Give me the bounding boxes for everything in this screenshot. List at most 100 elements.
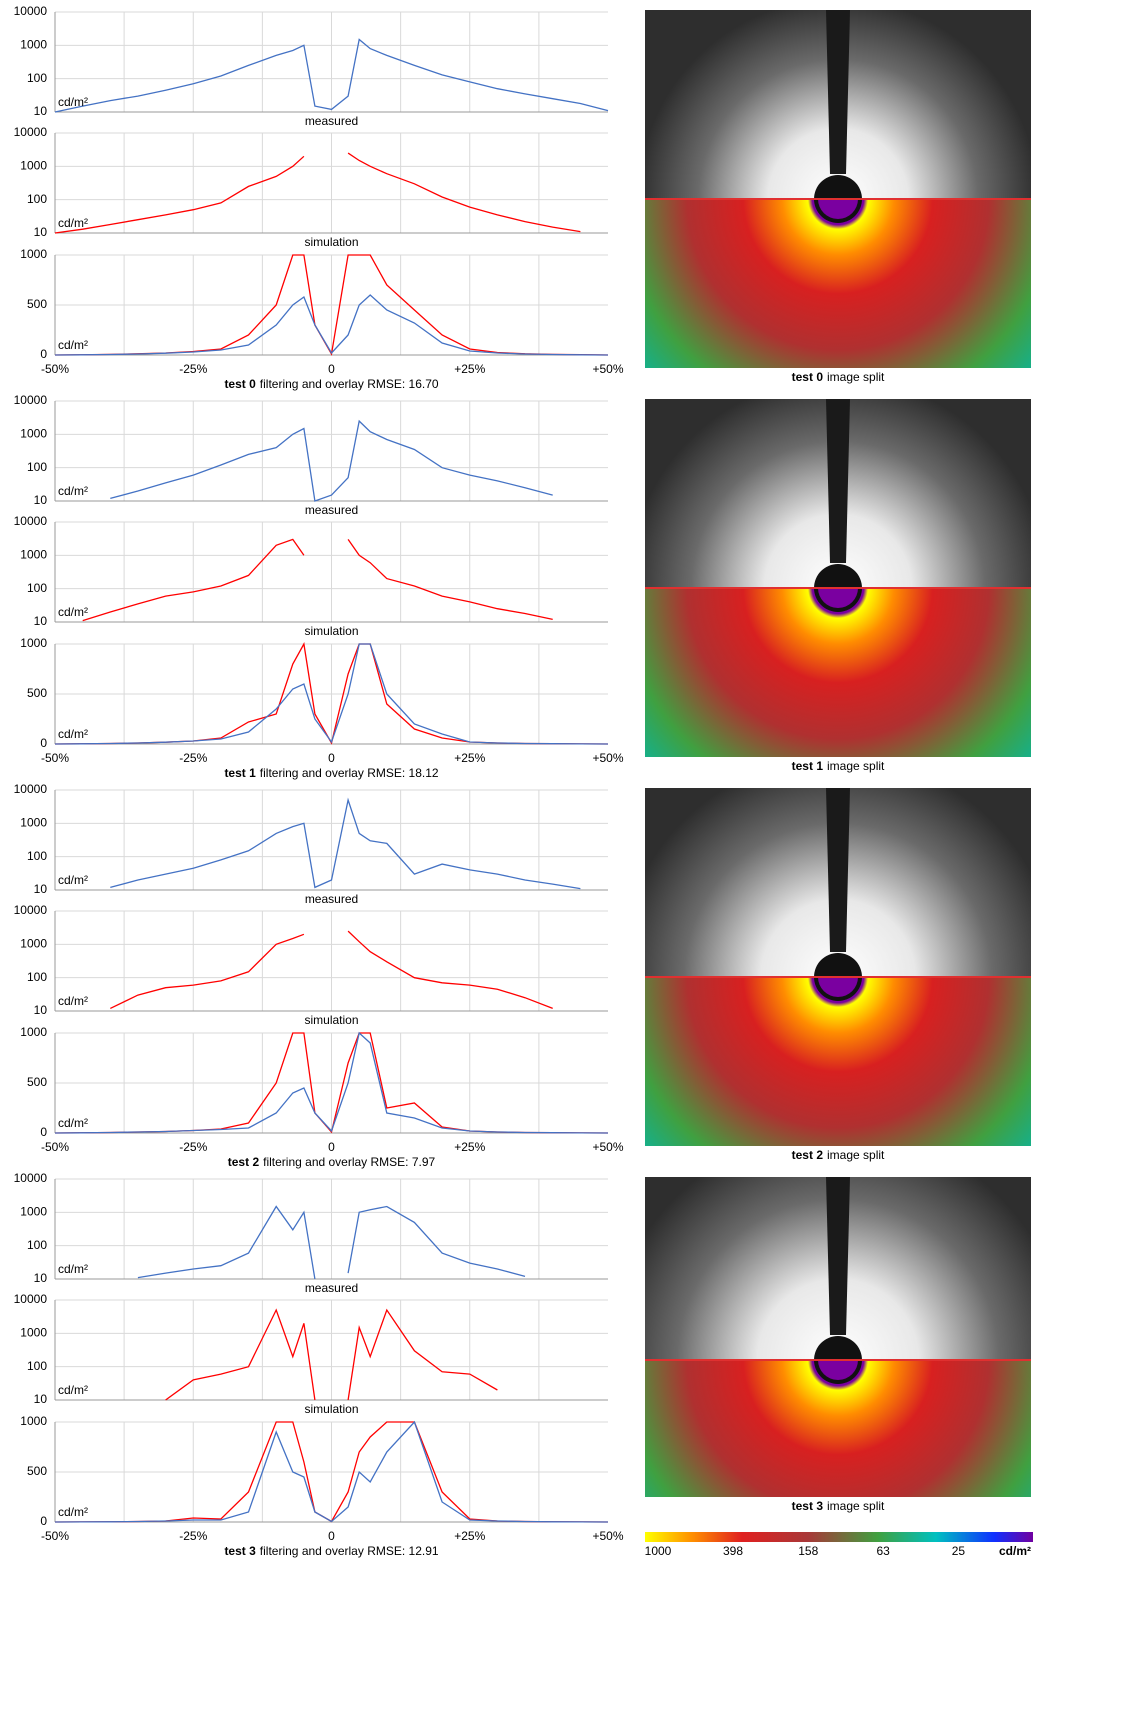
data-line bbox=[110, 930, 553, 1010]
colorbar bbox=[645, 1532, 1033, 1542]
fixture-core bbox=[818, 1360, 858, 1380]
data-line bbox=[54, 643, 609, 745]
x-tick-label: -50% bbox=[41, 1529, 69, 1543]
colorbar-tick-label: 25 bbox=[952, 1544, 966, 1558]
y-tick-label: 10 bbox=[34, 225, 48, 239]
y-tick-label: 0 bbox=[40, 736, 47, 750]
y-tick-label: 1000 bbox=[20, 1414, 47, 1428]
caption-bold: test 3 bbox=[224, 1544, 256, 1558]
colorbar-tick-label: 63 bbox=[876, 1544, 890, 1558]
y-tick-label: 1000 bbox=[20, 427, 47, 441]
x-tick-label: -25% bbox=[179, 362, 207, 376]
image-split bbox=[645, 1177, 1031, 1497]
x-tick-label: 0 bbox=[328, 1529, 335, 1543]
data-line bbox=[54, 1031, 609, 1134]
caption-bold: test 2 bbox=[792, 1148, 824, 1162]
panel-label: simulation bbox=[304, 1013, 358, 1027]
y-tick-label: 100 bbox=[27, 581, 47, 595]
y-tick-label: 1000 bbox=[20, 1205, 47, 1219]
data-line bbox=[82, 538, 553, 622]
image-split bbox=[645, 788, 1031, 1146]
y-unit-label: cd/m² bbox=[58, 873, 88, 887]
caption-bold: test 0 bbox=[224, 377, 256, 391]
y-tick-label: 10 bbox=[34, 493, 48, 507]
image-split bbox=[645, 399, 1031, 757]
y-tick-label: 10000 bbox=[14, 125, 48, 139]
image-bottom bbox=[645, 199, 1031, 368]
colorbar-tick-label: 1000 bbox=[645, 1544, 672, 1558]
caption-bold: test 0 bbox=[792, 370, 824, 384]
fixture-rod bbox=[826, 1177, 850, 1335]
fixture-rod bbox=[826, 10, 850, 174]
caption-text: image split bbox=[827, 370, 885, 384]
x-tick-label: +25% bbox=[454, 1140, 485, 1154]
y-tick-label: 500 bbox=[27, 1075, 47, 1089]
y-unit-label: cd/m² bbox=[58, 216, 88, 230]
panel-label: measured bbox=[305, 892, 358, 906]
fixture-core bbox=[818, 588, 858, 608]
y-tick-label: 1000 bbox=[20, 937, 47, 951]
y-tick-label: 500 bbox=[27, 297, 47, 311]
panel-label: measured bbox=[305, 114, 358, 128]
x-tick-label: 0 bbox=[328, 751, 335, 765]
fixture-rod bbox=[826, 788, 850, 952]
y-tick-label: 1000 bbox=[20, 1326, 47, 1340]
y-unit-label: cd/m² bbox=[58, 1383, 88, 1397]
x-tick-label: -25% bbox=[179, 751, 207, 765]
colorbar-unit: cd/m² bbox=[999, 1544, 1031, 1558]
y-tick-label: 10 bbox=[34, 1392, 48, 1406]
x-tick-label: +50% bbox=[592, 1529, 623, 1543]
y-unit-label: cd/m² bbox=[58, 484, 88, 498]
fixture-rod bbox=[826, 399, 850, 563]
caption-bold: test 2 bbox=[228, 1155, 260, 1169]
panel-label: simulation bbox=[304, 624, 358, 638]
y-unit-label: cd/m² bbox=[58, 95, 88, 109]
colorbar-tick-label: 158 bbox=[798, 1544, 818, 1558]
caption-bold: test 1 bbox=[224, 766, 256, 780]
image-split bbox=[645, 10, 1031, 368]
x-tick-label: +25% bbox=[454, 362, 485, 376]
caption: test 3 filtering and overlay RMSE: 12.91 bbox=[224, 1544, 438, 1558]
y-unit-label: cd/m² bbox=[58, 338, 88, 352]
caption: test 2 filtering and overlay RMSE: 7.97 bbox=[228, 1155, 436, 1169]
image-caption: test 0 image split bbox=[792, 370, 885, 384]
data-line bbox=[54, 1420, 609, 1523]
x-tick-label: +50% bbox=[592, 362, 623, 376]
y-tick-label: 100 bbox=[27, 71, 47, 85]
y-tick-label: 10000 bbox=[14, 782, 48, 796]
y-tick-label: 1000 bbox=[20, 247, 47, 261]
caption: test 0 filtering and overlay RMSE: 16.70 bbox=[224, 377, 438, 391]
data-line bbox=[110, 419, 553, 502]
x-tick-label: -50% bbox=[41, 1140, 69, 1154]
y-unit-label: cd/m² bbox=[58, 1505, 88, 1519]
y-tick-label: 0 bbox=[40, 347, 47, 361]
y-tick-label: 100 bbox=[27, 460, 47, 474]
colorbar-tick-label: 398 bbox=[723, 1544, 743, 1558]
y-tick-label: 1000 bbox=[20, 159, 47, 173]
y-unit-label: cd/m² bbox=[58, 1116, 88, 1130]
panel-label: measured bbox=[305, 1281, 358, 1295]
data-line bbox=[110, 797, 581, 890]
y-tick-label: 10000 bbox=[14, 4, 48, 18]
y-tick-label: 100 bbox=[27, 1238, 47, 1252]
caption-text: filtering and overlay RMSE: 16.70 bbox=[260, 377, 439, 391]
y-tick-label: 0 bbox=[40, 1514, 47, 1528]
y-tick-label: 500 bbox=[27, 686, 47, 700]
y-tick-label: 100 bbox=[27, 192, 47, 206]
y-tick-label: 1000 bbox=[20, 548, 47, 562]
x-tick-label: -50% bbox=[41, 362, 69, 376]
y-tick-label: 0 bbox=[40, 1125, 47, 1139]
data-line bbox=[54, 152, 581, 234]
y-tick-label: 1000 bbox=[20, 816, 47, 830]
y-tick-label: 10000 bbox=[14, 903, 48, 917]
caption-text: image split bbox=[827, 1148, 885, 1162]
y-tick-label: 1000 bbox=[20, 636, 47, 650]
y-tick-label: 1000 bbox=[20, 38, 47, 52]
x-tick-label: +25% bbox=[454, 1529, 485, 1543]
panel-label: simulation bbox=[304, 235, 358, 249]
y-tick-label: 10000 bbox=[14, 1292, 48, 1306]
y-tick-label: 10 bbox=[34, 614, 48, 628]
x-tick-label: -25% bbox=[179, 1529, 207, 1543]
image-bottom bbox=[645, 977, 1031, 1146]
